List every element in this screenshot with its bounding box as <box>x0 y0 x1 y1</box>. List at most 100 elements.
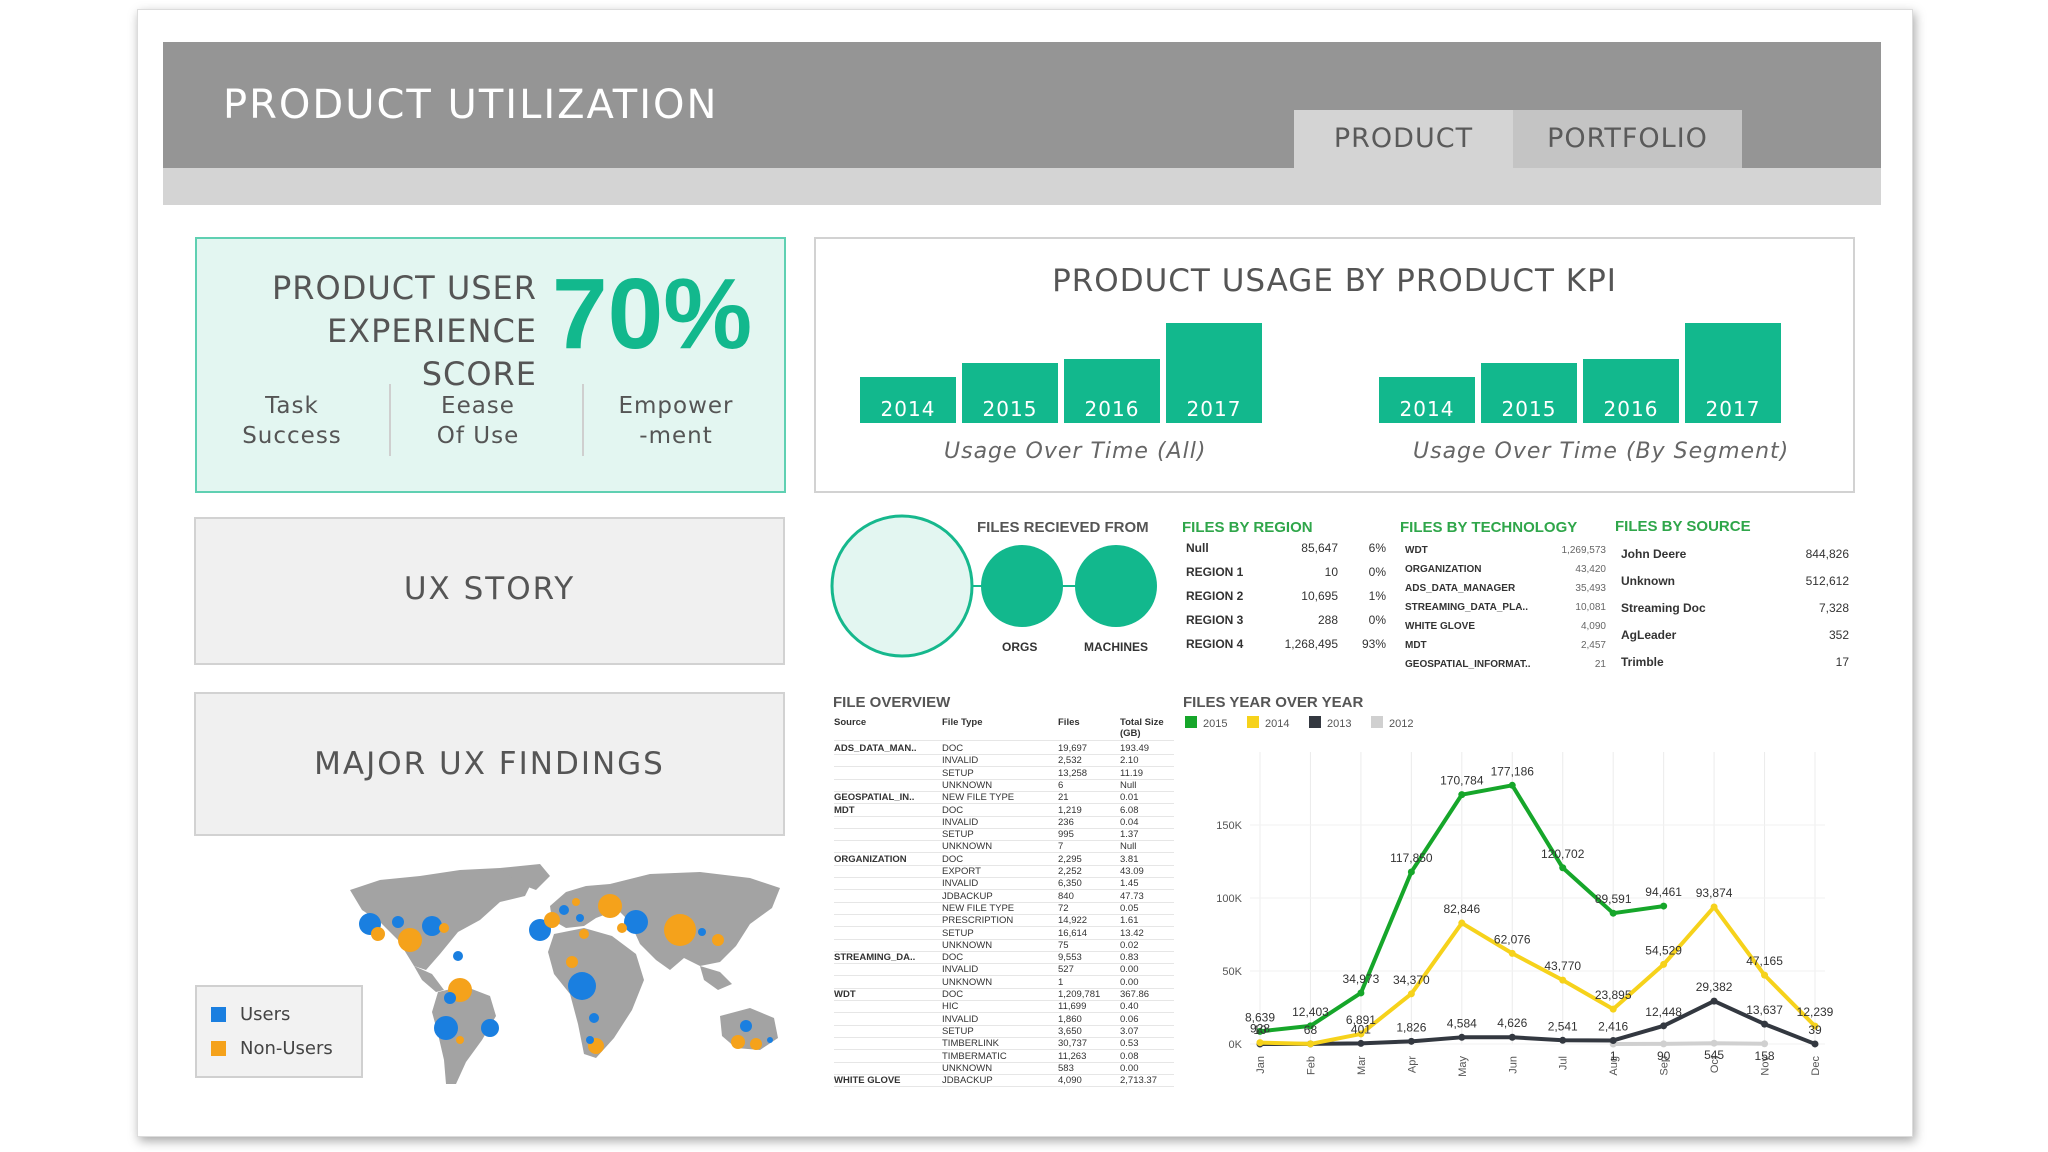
data-point[interactable] <box>1761 972 1768 979</box>
data-point[interactable] <box>1761 1021 1768 1028</box>
column-header[interactable]: Total Size (GB) <box>1120 717 1174 739</box>
kpi-bar[interactable]: 2017 <box>1685 323 1781 423</box>
tab-portfolio[interactable]: PORTFOLIO <box>1513 110 1742 168</box>
data-point[interactable] <box>1408 868 1415 875</box>
legend-label[interactable]: 2012 <box>1389 718 1413 730</box>
tab-product[interactable]: PRODUCT <box>1294 110 1513 168</box>
data-point[interactable] <box>1509 950 1516 957</box>
data-point[interactable] <box>1761 1040 1768 1047</box>
data-point[interactable] <box>1307 1040 1314 1047</box>
table-row[interactable]: HIC 11,699 0.40 <box>834 1001 1174 1013</box>
data-point[interactable] <box>1610 1006 1617 1013</box>
kpi-bar[interactable]: 2016 <box>1583 359 1679 423</box>
table-row[interactable]: JDBACKUP 840 47.73 <box>834 891 1174 903</box>
world-map[interactable] <box>340 862 790 1092</box>
data-point[interactable] <box>1357 1040 1364 1047</box>
kpi-bar[interactable]: 2016 <box>1064 359 1160 423</box>
data-point[interactable] <box>1660 903 1667 910</box>
table-row[interactable]: REGION 3 288 0% <box>1182 613 1388 637</box>
kpi-bar[interactable]: 2015 <box>1481 363 1577 423</box>
table-row[interactable]: REGION 2 10,695 1% <box>1182 589 1388 613</box>
table-row[interactable]: MDT DOC 1,219 6.08 <box>834 805 1174 817</box>
table-row[interactable]: SETUP 3,650 3.07 <box>834 1026 1174 1038</box>
table-row[interactable]: INVALID 2,532 2.10 <box>834 755 1174 767</box>
data-point[interactable] <box>1660 1040 1667 1047</box>
table-row[interactable]: INVALID 6,350 1.45 <box>834 878 1174 890</box>
table-row[interactable]: INVALID 1,860 0.06 <box>834 1014 1174 1026</box>
table-row[interactable]: WHITE GLOVE JDBACKUP 4,090 2,713.37 <box>834 1075 1174 1087</box>
kpi-bar[interactable]: 2017 <box>1166 323 1262 423</box>
table-row[interactable]: WHITE GLOVE 4,090 <box>1400 621 1608 640</box>
data-point[interactable] <box>1559 977 1566 984</box>
kpi-bar[interactable]: 2015 <box>962 363 1058 423</box>
table-row[interactable]: Null 85,647 6% <box>1182 541 1388 565</box>
data-point[interactable] <box>1711 998 1718 1005</box>
table-row[interactable]: STREAMING_DATA_PLA.. 10,081 <box>1400 602 1608 621</box>
table-row[interactable]: SETUP 995 1.37 <box>834 829 1174 841</box>
data-point[interactable] <box>1559 1037 1566 1044</box>
orgs-circle[interactable] <box>981 545 1063 627</box>
machines-circle[interactable] <box>1075 545 1157 627</box>
legend-label[interactable]: 2014 <box>1265 718 1289 730</box>
table-row[interactable]: WDT DOC 1,209,781 367.86 <box>834 989 1174 1001</box>
data-point[interactable] <box>1610 1037 1617 1044</box>
data-point[interactable] <box>1610 910 1617 917</box>
column-header[interactable]: File Type <box>942 717 1042 728</box>
ux-findings-button[interactable]: MAJOR UX FINDINGS <box>194 692 785 836</box>
table-row[interactable]: GEOSPATIAL_IN.. NEW FILE TYPE 21 0.01 <box>834 792 1174 804</box>
table-row[interactable]: Unknown 512,612 <box>1615 574 1851 601</box>
table-row[interactable]: TIMBERMATIC 11,263 0.08 <box>834 1051 1174 1063</box>
data-point[interactable] <box>1408 1038 1415 1045</box>
table-row[interactable]: UNKNOWN 75 0.02 <box>834 940 1174 952</box>
total-circle[interactable] <box>832 516 972 656</box>
table-row[interactable]: UNKNOWN 7 Null <box>834 841 1174 853</box>
legend-label[interactable]: 2015 <box>1203 718 1227 730</box>
table-row[interactable]: INVALID 527 0.00 <box>834 964 1174 976</box>
table-row[interactable]: PRESCRIPTION 14,922 1.61 <box>834 915 1174 927</box>
table-row[interactable]: NEW FILE TYPE 72 0.05 <box>834 903 1174 915</box>
table-row[interactable]: ADS_DATA_MAN.. DOC 19,697 193.49 <box>834 743 1174 755</box>
table-row[interactable]: ORGANIZATION 43,420 <box>1400 564 1608 583</box>
kpi-bar[interactable]: 2014 <box>860 377 956 423</box>
table-row[interactable]: INVALID 236 0.04 <box>834 817 1174 829</box>
kpi-bar[interactable]: 2014 <box>1379 377 1475 423</box>
metric-empowerment[interactable]: Empower -ment <box>581 391 771 451</box>
table-row[interactable]: UNKNOWN 1 0.00 <box>834 977 1174 989</box>
data-point[interactable] <box>1458 1034 1465 1041</box>
table-row[interactable]: ORGANIZATION DOC 2,295 3.81 <box>834 854 1174 866</box>
files-yoy-chart[interactable]: 0K 50K 100K 150K Jan Feb Mar Apr May Jun Jul Aug Sep… <box>1180 712 1852 1092</box>
data-point[interactable] <box>1257 1039 1264 1046</box>
data-point[interactable] <box>1711 1040 1718 1047</box>
table-row[interactable]: REGION 4 1,268,495 93% <box>1182 637 1388 661</box>
table-row[interactable]: Streaming Doc 7,328 <box>1615 601 1851 628</box>
legend-non-users[interactable]: Non-Users <box>211 1038 333 1059</box>
data-point[interactable] <box>1660 1022 1667 1029</box>
table-row[interactable]: AgLeader 352 <box>1615 628 1851 655</box>
column-header[interactable]: Source <box>834 717 934 728</box>
table-row[interactable]: MDT 2,457 <box>1400 640 1608 659</box>
ux-score-card[interactable]: PRODUCT USER EXPERIENCE SCORE 70% Task S… <box>195 237 786 493</box>
table-row[interactable]: REGION 1 10 0% <box>1182 565 1388 589</box>
data-point[interactable] <box>1509 782 1516 789</box>
data-point[interactable] <box>1509 1034 1516 1041</box>
data-point[interactable] <box>1458 920 1465 927</box>
table-row[interactable]: UNKNOWN 583 0.00 <box>834 1063 1174 1075</box>
data-point[interactable] <box>1559 864 1566 871</box>
table-row[interactable]: TIMBERLINK 30,737 0.53 <box>834 1038 1174 1050</box>
data-point[interactable] <box>1812 1040 1819 1047</box>
table-row[interactable]: SETUP 13,258 11.19 <box>834 768 1174 780</box>
legend-users[interactable]: Users <box>211 1004 290 1025</box>
metric-ease-of-use[interactable]: Eease Of Use <box>383 391 573 451</box>
table-row[interactable]: UNKNOWN 6 Null <box>834 780 1174 792</box>
legend-label[interactable]: 2013 <box>1327 718 1351 730</box>
table-row[interactable]: STREAMING_DA.. DOC 9,553 0.83 <box>834 952 1174 964</box>
table-row[interactable]: EXPORT 2,252 43.09 <box>834 866 1174 878</box>
series-line-2012[interactable] <box>1613 1043 1764 1044</box>
table-row[interactable]: ADS_DATA_MANAGER 35,493 <box>1400 583 1608 602</box>
data-point[interactable] <box>1711 903 1718 910</box>
table-row[interactable]: WDT 1,269,573 <box>1400 545 1608 564</box>
table-row[interactable]: GEOSPATIAL_INFORMAT.. 21 <box>1400 659 1608 678</box>
table-row[interactable]: SETUP 16,614 13.42 <box>834 928 1174 940</box>
table-row[interactable]: Trimble 17 <box>1615 655 1851 682</box>
metric-task-success[interactable]: Task Success <box>197 391 387 451</box>
